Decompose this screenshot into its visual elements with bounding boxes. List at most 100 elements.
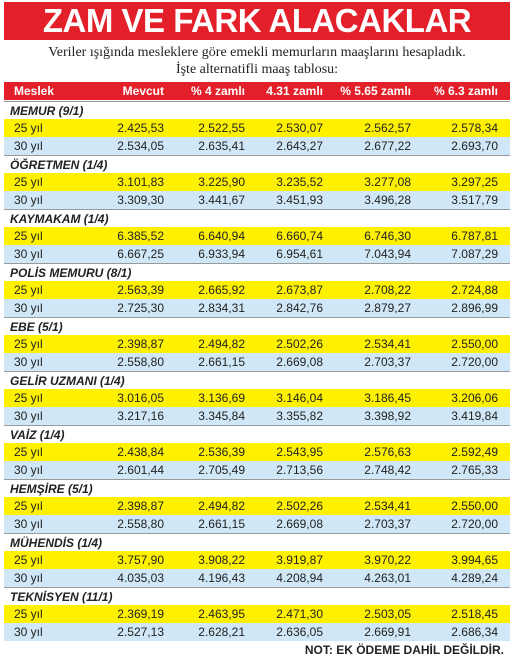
value-cell: 2.558,80	[117, 517, 164, 531]
value-cell: 3.994,65	[451, 553, 498, 567]
header-cell: Meslek	[14, 84, 55, 98]
value-cell: 2.534,05	[117, 139, 164, 153]
group-row: GELİR UZMANI (1/4)	[4, 371, 510, 390]
row-label: 30 yıl	[14, 193, 43, 207]
value-cell: 3.217,16	[117, 409, 164, 423]
group-name: POLİS MEMURU (8/1)	[10, 266, 132, 280]
value-cell: 2.543,95	[276, 445, 323, 459]
row-label: 25 yıl	[14, 391, 43, 405]
row-label: 25 yıl	[14, 229, 43, 243]
header-cell: % 6.3 zamlı	[433, 84, 498, 98]
value-cell: 2.720,00	[451, 517, 498, 531]
value-cell: 2.724,88	[451, 283, 498, 297]
row-label: 30 yıl	[14, 571, 43, 585]
group-row: MEMUR (9/1)	[4, 101, 510, 120]
value-cell: 4.035,03	[117, 571, 164, 585]
value-cell: 4.196,43	[198, 571, 245, 585]
value-cell: 7.087,29	[451, 247, 498, 261]
value-cell: 2.628,21	[198, 625, 245, 639]
value-cell: 4.289,24	[451, 571, 498, 585]
row-label: 25 yıl	[14, 175, 43, 189]
row-label: 30 yıl	[14, 463, 43, 477]
row-label: 30 yıl	[14, 247, 43, 261]
value-cell: 2.534,41	[364, 337, 411, 351]
value-cell: 2.661,15	[198, 517, 245, 531]
value-cell: 2.503,05	[364, 607, 411, 621]
value-cell: 3.345,84	[198, 409, 245, 423]
value-cell: 2.834,31	[198, 301, 245, 315]
value-cell: 2.635,41	[198, 139, 245, 153]
group-name: GELİR UZMANI (1/4)	[10, 374, 125, 388]
value-cell: 2.502,26	[276, 499, 323, 513]
row-label: 30 yıl	[14, 517, 43, 531]
value-cell: 3.919,87	[276, 553, 323, 567]
row-label: 25 yıl	[14, 121, 43, 135]
value-cell: 2.713,56	[276, 463, 323, 477]
data-row: 25 yıl 3.757,90 3.908,22 3.919,87 3.970,22 3.…	[4, 551, 510, 569]
data-row: 30 yıl 4.035,03 4.196,43 4.208,94 4.263,01 4.…	[4, 569, 510, 587]
value-cell: 6.660,74	[276, 229, 323, 243]
value-cell: 6.787,81	[451, 229, 498, 243]
value-cell: 2.661,15	[198, 355, 245, 369]
value-cell: 3.186,45	[364, 391, 411, 405]
group-name: ÖĞRETMEN (1/4)	[10, 158, 108, 172]
value-cell: 6.746,30	[364, 229, 411, 243]
value-cell: 3.277,08	[364, 175, 411, 189]
value-cell: 6.640,94	[198, 229, 245, 243]
data-row: 25 yıl 3.016,05 3.136,69 3.146,04 3.186,45 3.…	[4, 389, 510, 407]
data-row: 30 yıl 2.725,30 2.834,31 2.842,76 2.879,27 2.…	[4, 299, 510, 317]
value-cell: 3.517,79	[451, 193, 498, 207]
value-cell: 2.558,80	[117, 355, 164, 369]
row-label: 25 yıl	[14, 499, 43, 513]
value-cell: 6.933,94	[198, 247, 245, 261]
data-row: 30 yıl 2.601,44 2.705,49 2.713,56 2.748,42 2.…	[4, 461, 510, 479]
group-row: TEKNİSYEN (11/1)	[4, 587, 510, 606]
row-label: 30 yıl	[14, 625, 43, 639]
value-cell: 3.451,93	[276, 193, 323, 207]
group-row: MÜHENDİS (1/4)	[4, 533, 510, 552]
value-cell: 2.369,19	[117, 607, 164, 621]
value-cell: 2.494,82	[198, 337, 245, 351]
value-cell: 3.225,90	[198, 175, 245, 189]
value-cell: 3.016,05	[117, 391, 164, 405]
value-cell: 3.496,28	[364, 193, 411, 207]
value-cell: 3.398,92	[364, 409, 411, 423]
value-cell: 4.263,01	[364, 571, 411, 585]
row-label: 25 yıl	[14, 337, 43, 351]
value-cell: 3.970,22	[364, 553, 411, 567]
value-cell: 2.592,49	[451, 445, 498, 459]
group-row: VAİZ (1/4)	[4, 425, 510, 444]
value-cell: 2.703,37	[364, 355, 411, 369]
data-row: 25 yıl 6.385,52 6.640,94 6.660,74 6.746,30 6.…	[4, 227, 510, 245]
row-label: 30 yıl	[14, 409, 43, 423]
value-cell: 6.954,61	[276, 247, 323, 261]
value-cell: 3.309,30	[117, 193, 164, 207]
value-cell: 6.385,52	[117, 229, 164, 243]
data-row: 30 yıl 6.667,25 6.933,94 6.954,61 7.043,94 7.…	[4, 245, 510, 263]
footer-note: NOT: EK ÖDEME DAHİL DEĞİLDİR.	[304, 643, 504, 657]
data-row: 30 yıl 3.309,30 3.441,67 3.451,93 3.496,28 3.…	[4, 191, 510, 209]
value-cell: 3.419,84	[451, 409, 498, 423]
group-name: EBE (5/1)	[10, 320, 63, 334]
row-label: 30 yıl	[14, 301, 43, 315]
value-cell: 2.643,27	[276, 139, 323, 153]
title: ZAM VE FARK ALACAKLAR	[4, 2, 510, 40]
value-cell: 2.677,22	[364, 139, 411, 153]
header-cell: % 4 zamlı	[190, 84, 245, 98]
group-name: VAİZ (1/4)	[10, 428, 65, 442]
value-cell: 2.522,55	[198, 121, 245, 135]
value-cell: 2.463,95	[198, 607, 245, 621]
data-row: 30 yıl 2.558,80 2.661,15 2.669,08 2.703,37 2.…	[4, 353, 510, 371]
value-cell: 2.536,39	[198, 445, 245, 459]
value-cell: 3.206,06	[451, 391, 498, 405]
subtitle: Veriler ışığında mesleklere göre emekli …	[48, 45, 466, 77]
value-cell: 3.908,22	[198, 553, 245, 567]
data-row: 25 yıl 3.101,83 3.225,90 3.235,52 3.277,08 3.…	[4, 173, 510, 191]
value-cell: 3.146,04	[276, 391, 323, 405]
value-cell: 6.667,25	[117, 247, 164, 261]
data-row: 25 yıl 2.563,39 2.665,92 2.673,87 2.708,22 2.…	[4, 281, 510, 299]
value-cell: 2.398,87	[117, 499, 164, 513]
data-row: 30 yıl 2.534,05 2.635,41 2.643,27 2.677,22 2.…	[4, 137, 510, 155]
data-row: 25 yıl 2.398,87 2.494,82 2.502,26 2.534,41 2.…	[4, 335, 510, 353]
